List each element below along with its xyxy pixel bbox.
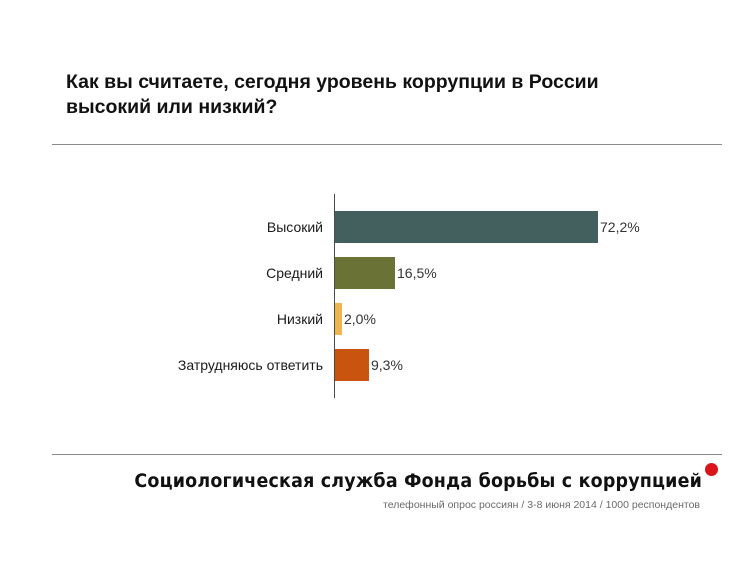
bar	[335, 257, 395, 289]
category-label: Средний	[266, 265, 323, 281]
bar-row-vysokiy: Высокий 72,2%	[0, 211, 750, 243]
bar-row-nizkiy: Низкий 2,0%	[0, 303, 750, 335]
value-label: 9,3%	[371, 357, 403, 373]
bar	[335, 303, 342, 335]
footer-survey-info: телефонный опрос россиян / 3-8 июня 2014…	[383, 499, 700, 511]
category-label: Затрудняюсь ответить	[177, 357, 323, 373]
category-axis	[334, 194, 335, 398]
red-dot-logo-icon	[705, 463, 718, 476]
bar-row-zatrudnyayus: Затрудняюсь ответить 9,3%	[0, 349, 750, 381]
bar-row-sredniy: Средний 16,5%	[0, 257, 750, 289]
value-label: 2,0%	[344, 311, 376, 327]
bottom-divider	[52, 454, 722, 455]
footer-organization-title: Социологическая служба Фонда борьбы с ко…	[134, 470, 702, 492]
chart-title-line-2: высокий или низкий?	[66, 96, 278, 118]
bar	[335, 211, 598, 243]
top-divider	[52, 144, 722, 145]
chart-title-line-1: Как вы считаете, сегодня уровень коррупц…	[66, 71, 599, 93]
bar	[335, 349, 369, 381]
value-label: 72,2%	[600, 219, 640, 235]
category-label: Высокий	[266, 219, 323, 235]
category-label: Низкий	[276, 311, 323, 327]
chart-title: Как вы считаете, сегодня уровень коррупц…	[66, 70, 686, 120]
value-label: 16,5%	[397, 265, 437, 281]
